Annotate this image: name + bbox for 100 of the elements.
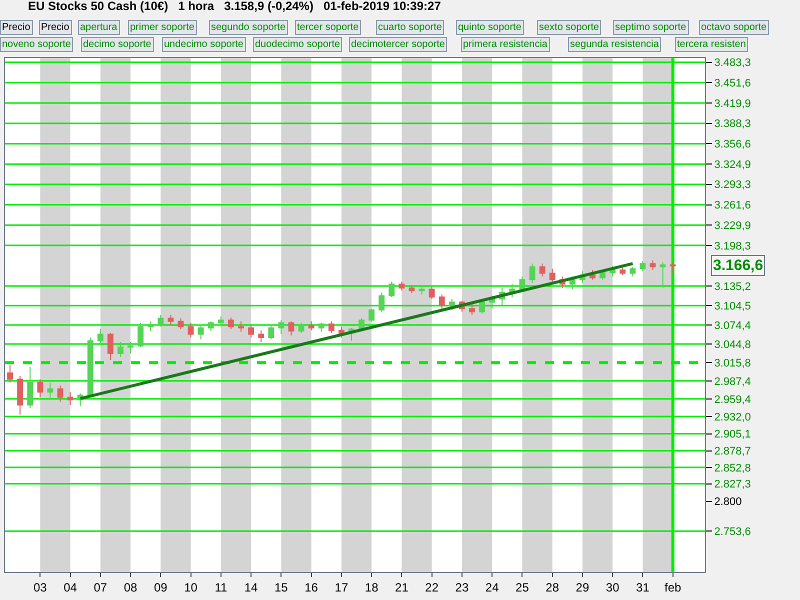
- x-tick-label: 11: [214, 580, 228, 594]
- candlestick: [138, 322, 144, 348]
- candlestick: [258, 330, 264, 342]
- candlestick: [228, 317, 234, 330]
- candlestick: [17, 376, 24, 416]
- candlestick: [398, 281, 405, 292]
- x-tick-label: 15: [274, 580, 288, 594]
- x-tick-label: 09: [154, 580, 168, 594]
- x-tick-label: 23: [455, 580, 469, 594]
- y-tick-label: 3.135,2: [714, 280, 751, 293]
- candlestick: [418, 286, 425, 295]
- x-tick-label: 24: [485, 580, 500, 594]
- candlestick: [368, 308, 375, 322]
- x-tick-label: 08: [124, 580, 138, 594]
- text: noveno soporte: [2, 39, 72, 50]
- candlestick: [308, 320, 314, 331]
- x-tick-label: 29: [576, 580, 590, 594]
- candlestick: [238, 320, 244, 332]
- candlestick: [318, 322, 324, 332]
- x-tick-label: 07: [94, 580, 108, 594]
- text: tercera resisten: [677, 39, 746, 50]
- candlestick: [549, 268, 556, 284]
- candlestick: [378, 292, 385, 312]
- candlestick: [630, 266, 636, 277]
- y-tick-label: 2.753,6: [714, 526, 751, 538]
- candlestick: [198, 324, 204, 340]
- y-tick-label: 3.198,3: [714, 240, 751, 252]
- y-tick-label: 2.800: [714, 496, 742, 508]
- y-tick-label: 3.261,6: [714, 200, 751, 212]
- x-tick-label: 30: [606, 580, 620, 594]
- candlestick: [118, 341, 124, 358]
- x-tick-label: 10: [184, 580, 198, 594]
- candlestick: [158, 314, 164, 328]
- candlestick: [97, 328, 104, 344]
- candlestick: [128, 341, 134, 354]
- y-tick-label: 3.015,8: [714, 358, 751, 370]
- x-tick-label: 31: [636, 580, 650, 594]
- y-tick-label: 3.229,9: [714, 220, 751, 232]
- candlestick: [7, 364, 13, 383]
- candlestick: [278, 320, 284, 335]
- x-tick-label: 04: [64, 580, 78, 594]
- text: cuarto soporte: [378, 22, 442, 33]
- x-tick-label: 03: [33, 580, 48, 594]
- candlestick: [208, 320, 214, 332]
- text: sexto soporte: [539, 22, 600, 33]
- chart-title: EU Stocks 50 Cash (10€) 1 hora 3.158,9 (-0,24%) 01-feb-2019 10:39:27: [28, 0, 442, 14]
- y-tick-label: 3.044,8: [714, 338, 751, 351]
- candlestick: [107, 332, 114, 360]
- candlestick: [428, 286, 435, 300]
- candlestick: [408, 284, 415, 294]
- text: primer soporte: [130, 22, 195, 33]
- text: undecimo soporte: [164, 39, 244, 50]
- text: Precio: [2, 22, 31, 33]
- candlestick: [539, 263, 546, 277]
- candlestick: [27, 366, 34, 409]
- candlestick: [640, 260, 646, 272]
- x-tick-label: 16: [304, 580, 318, 594]
- candlestick: [448, 298, 455, 310]
- text: segunda resistencia: [570, 39, 660, 50]
- candlestick: [57, 385, 64, 402]
- y-tick-label: 2.905,1: [714, 428, 751, 441]
- candlestick: [268, 324, 274, 340]
- candlestick: [248, 324, 254, 338]
- text: decimotercer soporte: [351, 39, 446, 50]
- candlestick: [388, 281, 395, 298]
- text: octavo soporte: [701, 22, 768, 33]
- candlestick: [218, 316, 224, 328]
- y-tick-label: 3.074,4: [714, 320, 751, 332]
- text: Precio: [41, 22, 70, 33]
- candlestick: [529, 263, 536, 284]
- text: septimo soporte: [615, 22, 687, 33]
- text: primera resistencia: [463, 39, 548, 50]
- y-tick-label: 3.388,3: [714, 118, 751, 130]
- candlestick: [47, 382, 54, 400]
- candlestick: [67, 392, 74, 406]
- text: quinto soporte: [458, 22, 522, 33]
- candlestick: [37, 378, 44, 398]
- y-tick-label: 3.356,6: [714, 138, 751, 151]
- x-tick-label: 14: [244, 580, 258, 594]
- x-tick-label: 18: [364, 580, 379, 594]
- x-tick-label: 17: [334, 580, 348, 594]
- candlestick: [288, 320, 294, 336]
- y-tick-label: 2.852,8: [714, 462, 751, 474]
- candlestick: [298, 322, 304, 334]
- text: segundo soporte: [211, 22, 286, 33]
- candlestick: [660, 262, 666, 289]
- x-tick-label: feb: [664, 580, 682, 594]
- y-tick-label: 2.827,3: [714, 478, 751, 491]
- candlestick: [188, 322, 194, 338]
- x-tick-label: 25: [516, 580, 530, 594]
- y-tick-label: 2.959,4: [714, 394, 751, 406]
- y-tick-label: 3.324,9: [714, 158, 751, 171]
- y-tick-label: 3.104,5: [714, 300, 751, 313]
- y-tick-label: 3.293,3: [714, 179, 751, 192]
- text: decimo soporte: [83, 39, 152, 50]
- candlestick: [469, 302, 475, 316]
- x-tick-label: 22: [425, 580, 439, 594]
- y-tick-label: 2.878,7: [714, 446, 751, 458]
- text: 3.166,6: [713, 257, 764, 274]
- candlestick: [328, 320, 334, 334]
